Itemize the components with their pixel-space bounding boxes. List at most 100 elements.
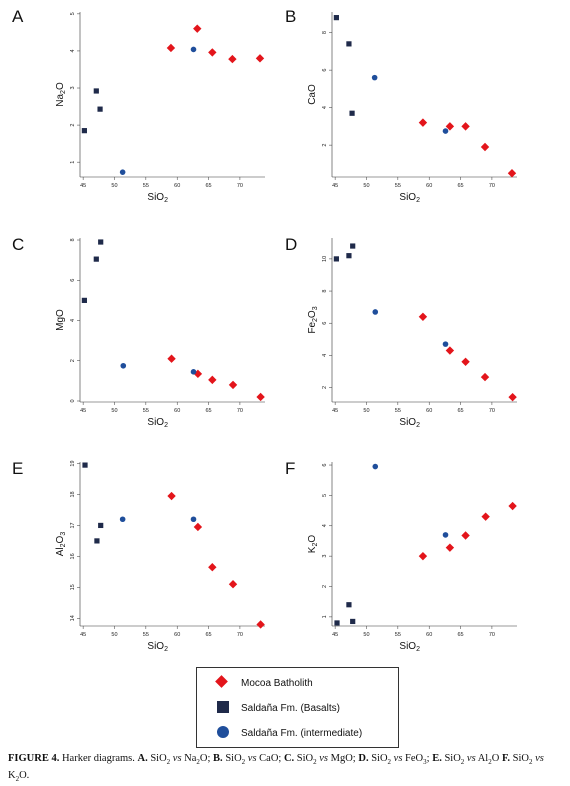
y-tick-label: 2 xyxy=(322,585,328,588)
x-tick-label: 65 xyxy=(205,183,211,189)
mocoa-point xyxy=(508,392,517,402)
chart-panel-d: D 45 50 55 60 65 70 2 4 6 8 10 SiO2 Fe2O3 xyxy=(285,235,517,429)
mocoa-point xyxy=(193,24,202,33)
x-tick-label: 50 xyxy=(363,632,369,638)
legend-item-intermediate: Saldaña Fm. (intermediate) xyxy=(197,724,362,742)
x-tick-label: 60 xyxy=(426,632,432,638)
circle-marker-icon xyxy=(211,724,237,742)
intermediate-point xyxy=(119,516,126,523)
caption-part-letter: E. xyxy=(429,753,445,764)
chart-panel-b: B 45 50 55 60 65 70 2 4 6 8 SiO2 CaO xyxy=(285,7,517,204)
x-tick-label: 45 xyxy=(332,408,338,414)
x-tick-label: 60 xyxy=(174,408,180,414)
mocoa-point xyxy=(481,512,490,521)
caption-part-text: SiO2 vs MgO; xyxy=(296,753,356,767)
basalt-point xyxy=(350,618,356,625)
x-tick-label: 50 xyxy=(363,183,369,189)
basalt-point xyxy=(346,41,352,47)
x-tick-label: 45 xyxy=(332,632,338,638)
intermediate-point xyxy=(190,369,197,375)
y-tick-label: 2 xyxy=(70,124,76,127)
legend-label: Saldaña Fm. (Basalts) xyxy=(241,702,340,714)
mocoa-point xyxy=(480,142,490,152)
legend-label: Saldaña Fm. (intermediate) xyxy=(241,727,363,739)
y-tick-label: 3 xyxy=(70,86,76,89)
mocoa-point xyxy=(228,580,238,589)
panel-letter: F xyxy=(285,459,295,478)
basalt-point xyxy=(81,297,87,303)
y-tick-label: 4 xyxy=(322,354,328,357)
intermediate-point xyxy=(119,169,126,175)
y-tick-label: 1 xyxy=(322,615,328,618)
basalt-point xyxy=(346,602,352,608)
x-tick-label: 50 xyxy=(363,408,369,414)
y-tick-label: 0 xyxy=(70,399,76,402)
x-tick-label: 60 xyxy=(174,183,180,189)
mocoa-point xyxy=(255,54,265,63)
caption-part-text: SiO2 vs Na2O; xyxy=(150,753,211,767)
square-marker-icon xyxy=(211,699,237,717)
mocoa-point xyxy=(193,522,203,532)
x-tick-label: 55 xyxy=(395,408,401,414)
panel-letter: A xyxy=(12,7,24,26)
y-axis-label: Na2O xyxy=(55,82,67,107)
x-axis-label: SiO2 xyxy=(147,417,168,429)
chart-panel-e: E 45 50 55 60 65 70 14 15 16 17 18 19 SiO2 Al2O3 xyxy=(12,459,265,653)
y-tick-label: 6 xyxy=(322,322,328,325)
x-tick-label: 50 xyxy=(111,408,117,414)
mocoa-point xyxy=(445,346,455,355)
basalt-point xyxy=(93,88,99,94)
y-tick-label: 2 xyxy=(70,359,76,362)
x-tick-label: 70 xyxy=(237,183,243,189)
y-tick-label: 4 xyxy=(322,106,328,109)
mocoa-point xyxy=(208,48,217,57)
basalt-point xyxy=(98,522,104,529)
y-tick-label: 4 xyxy=(70,49,76,52)
mocoa-point xyxy=(208,563,217,572)
intermediate-point xyxy=(372,309,379,315)
caption-part-letter: D. xyxy=(355,753,372,764)
y-tick-label: 2 xyxy=(322,386,328,389)
y-tick-label: 4 xyxy=(70,319,76,322)
x-tick-label: 45 xyxy=(80,183,86,189)
y-tick-label: 15 xyxy=(70,584,76,590)
basalt-point xyxy=(82,462,88,468)
x-axis-label: SiO2 xyxy=(147,192,168,204)
basalt-point xyxy=(333,15,339,21)
x-tick-label: 65 xyxy=(457,632,463,638)
caption-part-text: SiO2 vs CaO; xyxy=(225,753,282,767)
x-tick-label: 65 xyxy=(457,183,463,189)
x-tick-label: 50 xyxy=(111,183,117,189)
y-tick-label: 5 xyxy=(322,494,328,497)
y-tick-label: 6 xyxy=(322,464,328,467)
intermediate-point xyxy=(190,46,197,53)
legend: Mocoa Batholith Saldaña Fm. (Basalts) Sa… xyxy=(196,667,399,748)
x-tick-label: 45 xyxy=(80,632,86,638)
caption-part-text: SiO2 vs Al2O xyxy=(444,753,500,767)
x-tick-label: 65 xyxy=(205,632,211,638)
mocoa-point xyxy=(256,620,265,629)
basalt-point xyxy=(334,620,340,626)
intermediate-point xyxy=(442,532,449,538)
mocoa-point xyxy=(208,375,217,385)
y-axis-label: CaO xyxy=(307,84,318,105)
basalt-point xyxy=(333,256,339,262)
x-axis-label: SiO2 xyxy=(399,641,420,653)
caption-part-text: SiO2 vs K2O. xyxy=(8,753,544,784)
caption-part-letter: A. xyxy=(137,753,151,764)
panel-letter: C xyxy=(12,235,24,254)
x-tick-label: 65 xyxy=(205,408,211,414)
x-tick-label: 70 xyxy=(489,183,495,189)
caption-part-letter: B. xyxy=(210,753,226,764)
y-tick-label: 17 xyxy=(70,522,76,528)
intermediate-point xyxy=(371,74,378,81)
y-tick-label: 16 xyxy=(70,553,76,559)
figure-caption: FIGURE 4. Harker diagrams. A. SiO2 vs Na… xyxy=(8,752,564,786)
x-tick-label: 60 xyxy=(174,632,180,638)
caption-title: Harker diagrams. xyxy=(61,753,135,764)
y-tick-label: 10 xyxy=(322,256,328,262)
diamond-marker-icon xyxy=(211,674,237,692)
y-tick-label: 2 xyxy=(322,144,328,147)
